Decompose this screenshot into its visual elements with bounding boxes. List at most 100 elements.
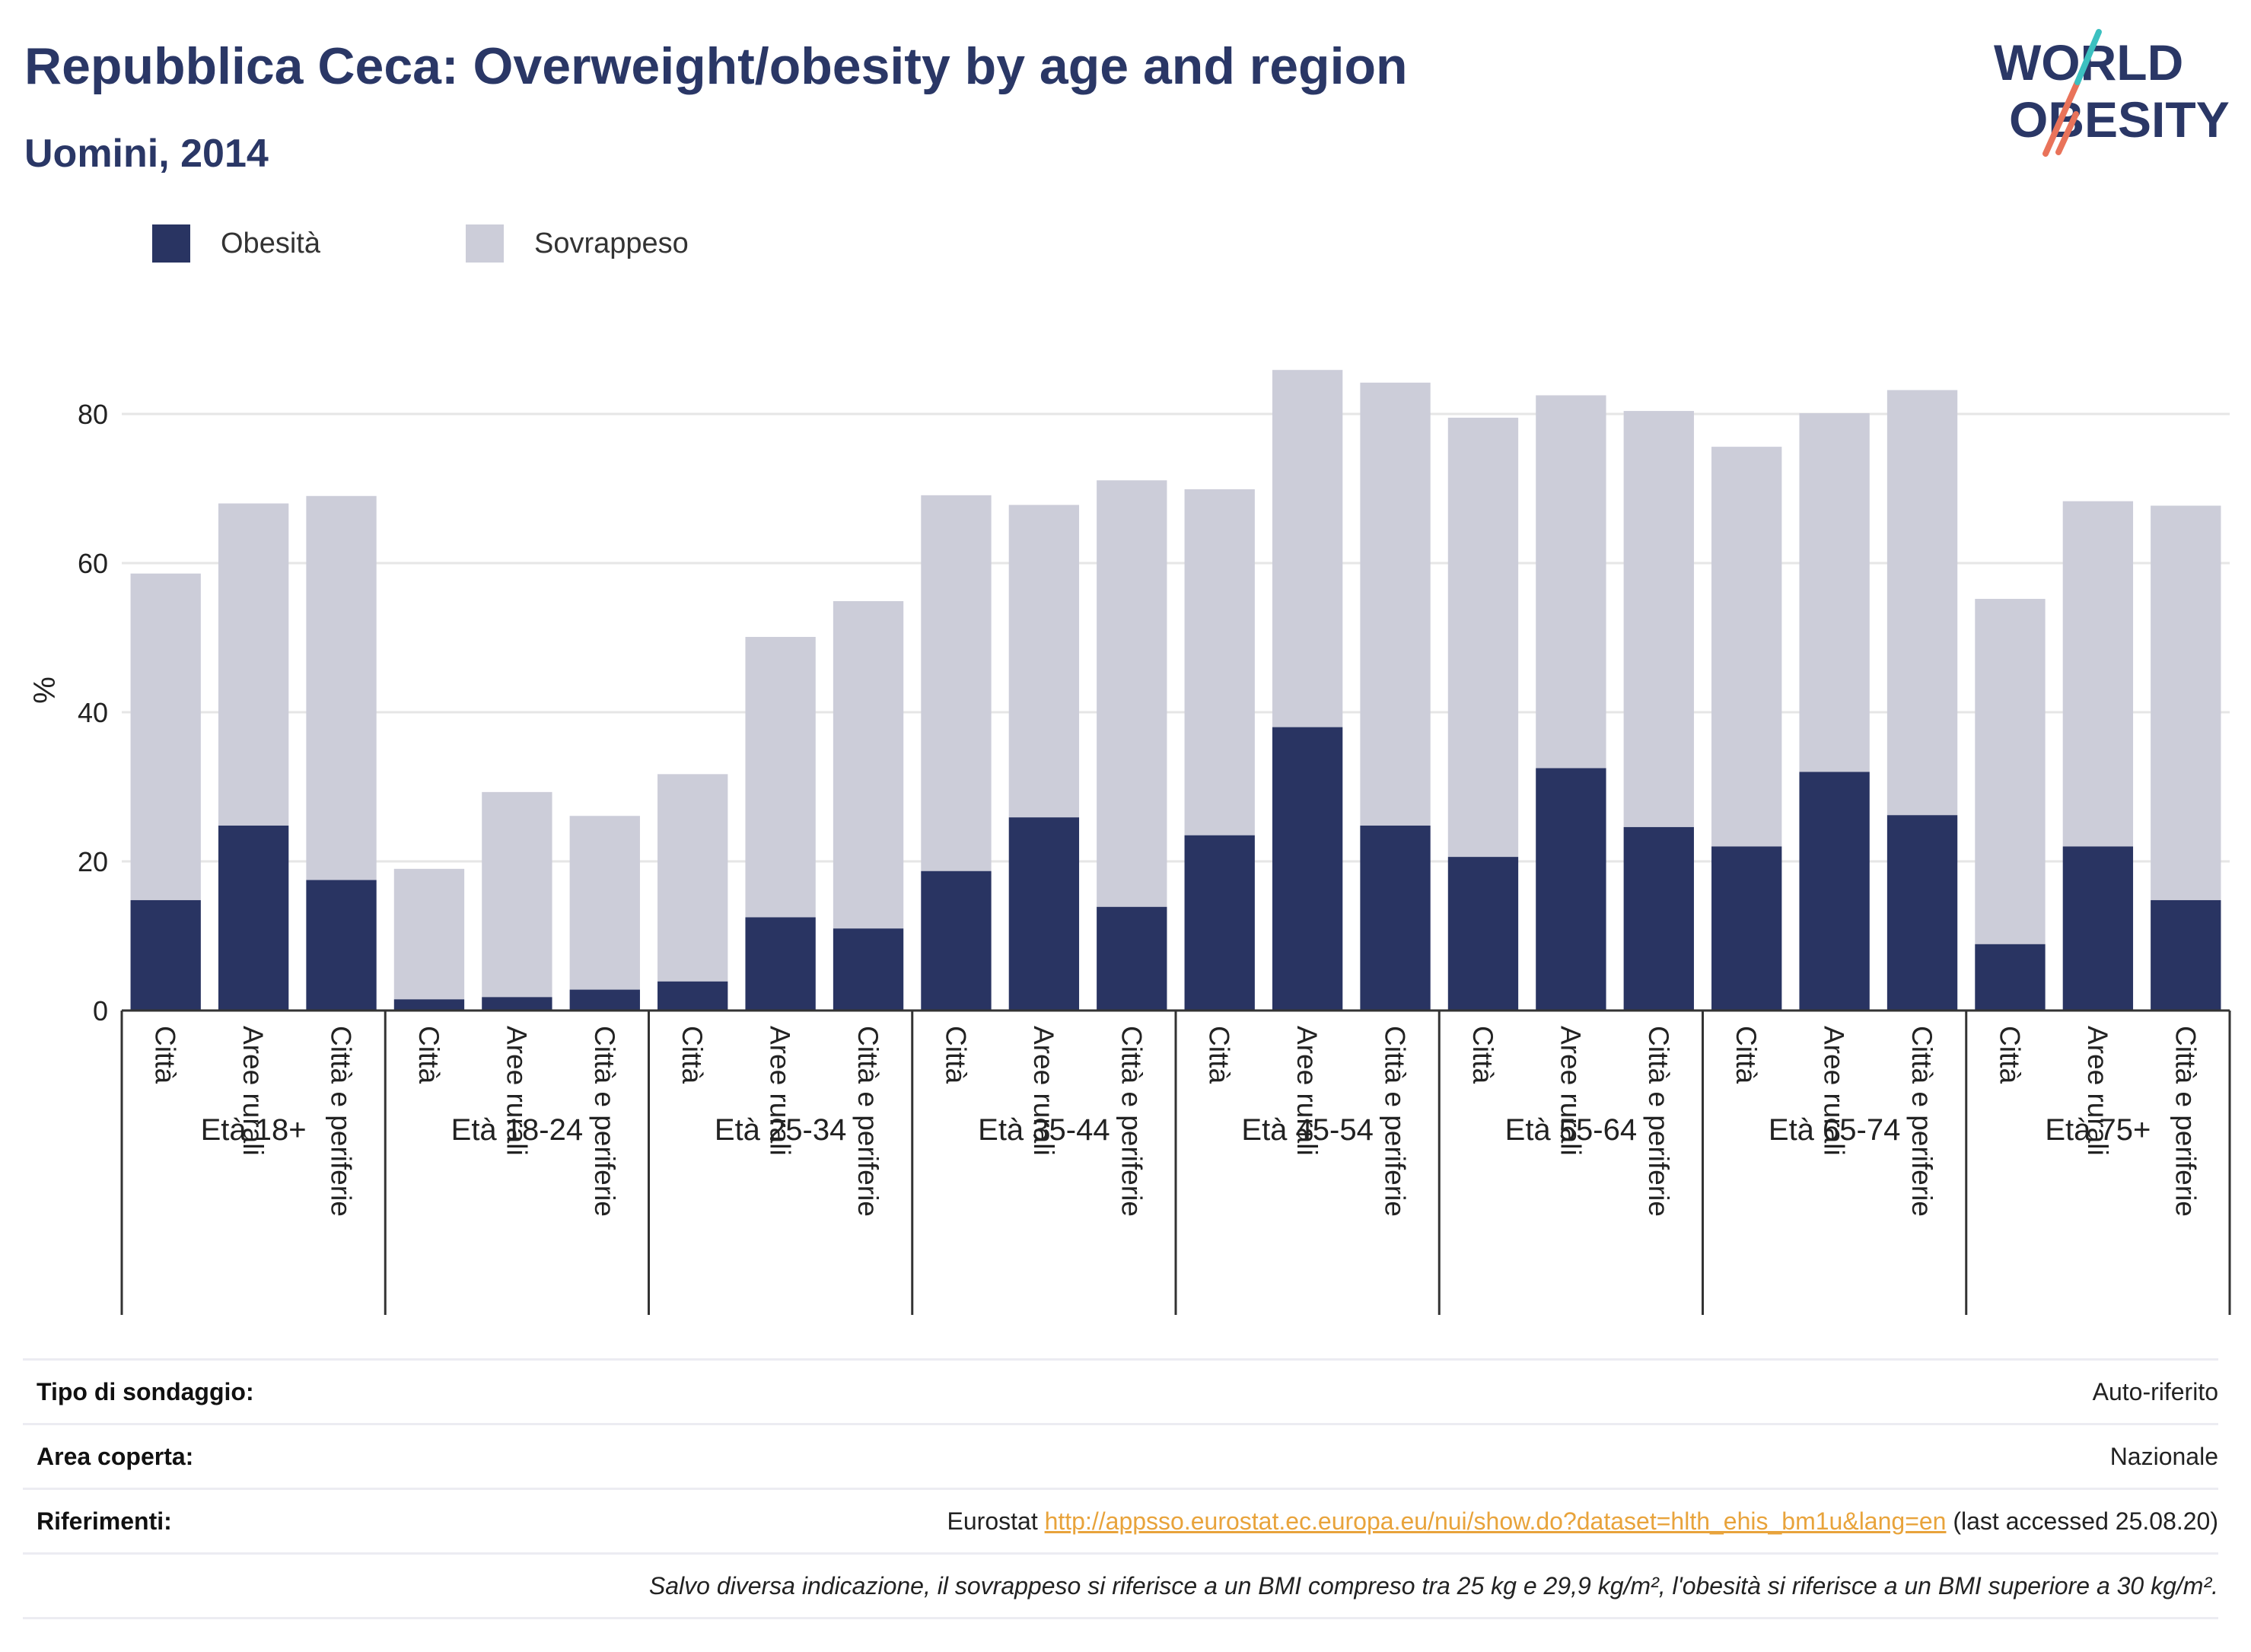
- bar-obesity: [130, 899, 201, 1011]
- x-category-label: Città: [1467, 1026, 1498, 1084]
- references-link[interactable]: http://appsso.eurostat.ec.europa.eu/nui/…: [1044, 1507, 1947, 1535]
- area-label: Area coperta:: [37, 1442, 194, 1470]
- x-category-label: Città: [150, 1026, 181, 1084]
- x-category-label: Città e periferie: [1116, 1026, 1147, 1217]
- x-group-label: Età 18+: [201, 1113, 307, 1147]
- bar-obesity: [657, 981, 728, 1011]
- bar-overweight: [1097, 480, 1167, 907]
- bar-obesity: [1360, 825, 1431, 1011]
- bar-overweight: [393, 868, 465, 1000]
- page-subtitle: Uomini, 2014: [24, 132, 269, 176]
- info-row-survey: Tipo di sondaggio: Auto-riferito: [23, 1358, 2218, 1423]
- x-group-label: Età 45-54: [1241, 1113, 1373, 1147]
- x-category-label: Aree rurali: [237, 1026, 269, 1156]
- bar-overweight: [1536, 395, 1606, 769]
- bar-obesity: [1536, 768, 1606, 1011]
- x-category-label: Aree rurali: [765, 1026, 796, 1156]
- bar-overweight: [1360, 382, 1431, 826]
- y-tick-label: 40: [78, 697, 108, 728]
- x-category-label: Città e periferie: [1380, 1026, 1411, 1217]
- x-category-label: Città e periferie: [852, 1026, 884, 1217]
- x-category-label: Città: [1994, 1026, 2025, 1084]
- legend-item-obesity[interactable]: Obesità: [152, 224, 320, 263]
- legend-item-overweight[interactable]: Sovrappeso: [466, 224, 689, 263]
- world-obesity-logo: WORLD OBESITY: [1994, 29, 2230, 157]
- x-category-label: Aree rurali: [1819, 1026, 1850, 1156]
- bar-overweight: [482, 791, 552, 998]
- bar-obesity: [833, 928, 904, 1011]
- x-category-label: Città: [1730, 1026, 1762, 1084]
- x-group-label: Età 25-34: [715, 1113, 846, 1147]
- survey-label: Tipo di sondaggio:: [37, 1377, 254, 1405]
- bar-obesity: [2062, 846, 2134, 1011]
- bar-overweight: [1711, 447, 1782, 847]
- info-table: Tipo di sondaggio: Auto-riferito Area co…: [23, 1358, 2218, 1619]
- references-label: Riferimenti:: [37, 1507, 172, 1535]
- bar-obesity: [921, 871, 992, 1011]
- x-category-label: Città: [940, 1026, 971, 1084]
- y-tick-label: 80: [78, 399, 108, 430]
- y-axis-title: %: [28, 676, 62, 704]
- bar-obesity: [1799, 772, 1870, 1011]
- bar-overweight: [130, 573, 201, 900]
- x-category-label: Città: [413, 1026, 444, 1084]
- x-category-label: Aree rurali: [1291, 1026, 1323, 1156]
- bar-overweight: [2062, 501, 2134, 847]
- bar-overweight: [1975, 599, 2046, 944]
- info-row-note: Salvo diversa indicazione, il sovrappeso…: [23, 1552, 2218, 1619]
- x-category-label: Aree rurali: [1028, 1026, 1059, 1156]
- bar-overweight: [921, 495, 992, 871]
- x-group-label: Età 18-24: [451, 1113, 583, 1147]
- bar-overweight: [2151, 505, 2221, 900]
- bar-overweight: [1184, 489, 1255, 836]
- bar-obesity: [1711, 846, 1782, 1011]
- area-value: Nazionale: [2109, 1442, 2218, 1470]
- bar-obesity: [1447, 857, 1519, 1011]
- y-tick-label: 60: [78, 548, 108, 579]
- x-group-label: Età 55-64: [1505, 1113, 1637, 1147]
- x-category-label: Aree rurali: [2082, 1026, 2113, 1156]
- bar-overweight: [745, 637, 816, 918]
- bar-obesity: [482, 997, 552, 1011]
- x-category-label: Città: [677, 1026, 708, 1084]
- info-row-area: Area coperta: Nazionale: [23, 1423, 2218, 1488]
- legend-label-overweight: Sovrappeso: [534, 227, 689, 259]
- bar-overweight: [1008, 505, 1080, 818]
- bar-obesity: [1097, 906, 1167, 1011]
- x-category-label: Aree rurali: [1555, 1026, 1586, 1156]
- x-category-label: Città e periferie: [326, 1026, 357, 1217]
- x-group-label: Età 35-44: [978, 1113, 1110, 1147]
- bar-overweight: [1447, 417, 1519, 858]
- bar-obesity: [306, 880, 377, 1011]
- stacked-bar-chart: 0 20 40 60 80% Città Aree rurali Città e perife…: [28, 370, 2231, 1315]
- bmi-note: Salvo diversa indicazione, il sovrappeso…: [648, 1571, 2218, 1599]
- bar-overweight: [833, 600, 904, 929]
- bar-obesity: [1623, 826, 1694, 1011]
- legend-swatch-obesity: [152, 224, 190, 263]
- bar-overweight: [657, 774, 728, 982]
- info-row-references: Riferimenti: Eurostat http://appsso.euro…: [23, 1488, 2218, 1552]
- references-prefix: Eurostat: [947, 1507, 1045, 1535]
- bar-obesity: [1975, 944, 2046, 1011]
- references-value: Eurostat http://appsso.eurostat.ec.europ…: [947, 1507, 2218, 1536]
- bar-overweight: [1623, 411, 1694, 827]
- x-group-label: Età 65-74: [1769, 1113, 1900, 1147]
- x-category-label: Città e periferie: [589, 1026, 620, 1217]
- bar-overweight: [218, 503, 289, 826]
- x-category-label: Città e periferie: [1906, 1026, 1937, 1217]
- x-group-label: Età 75+: [2045, 1113, 2151, 1147]
- bar-overweight: [569, 816, 640, 990]
- x-category-label: Aree rurali: [501, 1026, 532, 1156]
- survey-value: Auto-riferito: [2092, 1377, 2218, 1405]
- bar-obesity: [1272, 727, 1343, 1011]
- bar-obesity: [1184, 835, 1255, 1011]
- x-category-label: Città e periferie: [1643, 1026, 1674, 1217]
- bar-overweight: [1272, 370, 1343, 727]
- x-category-label: Città e periferie: [2170, 1026, 2201, 1217]
- bar-obesity: [393, 999, 465, 1011]
- page-title: Repubblica Ceca: Overweight/obesity by a…: [24, 37, 1408, 95]
- bar-overweight: [306, 495, 377, 880]
- y-tick-label: 20: [78, 846, 108, 877]
- y-tick-label: 0: [93, 995, 108, 1027]
- bar-obesity: [218, 825, 289, 1011]
